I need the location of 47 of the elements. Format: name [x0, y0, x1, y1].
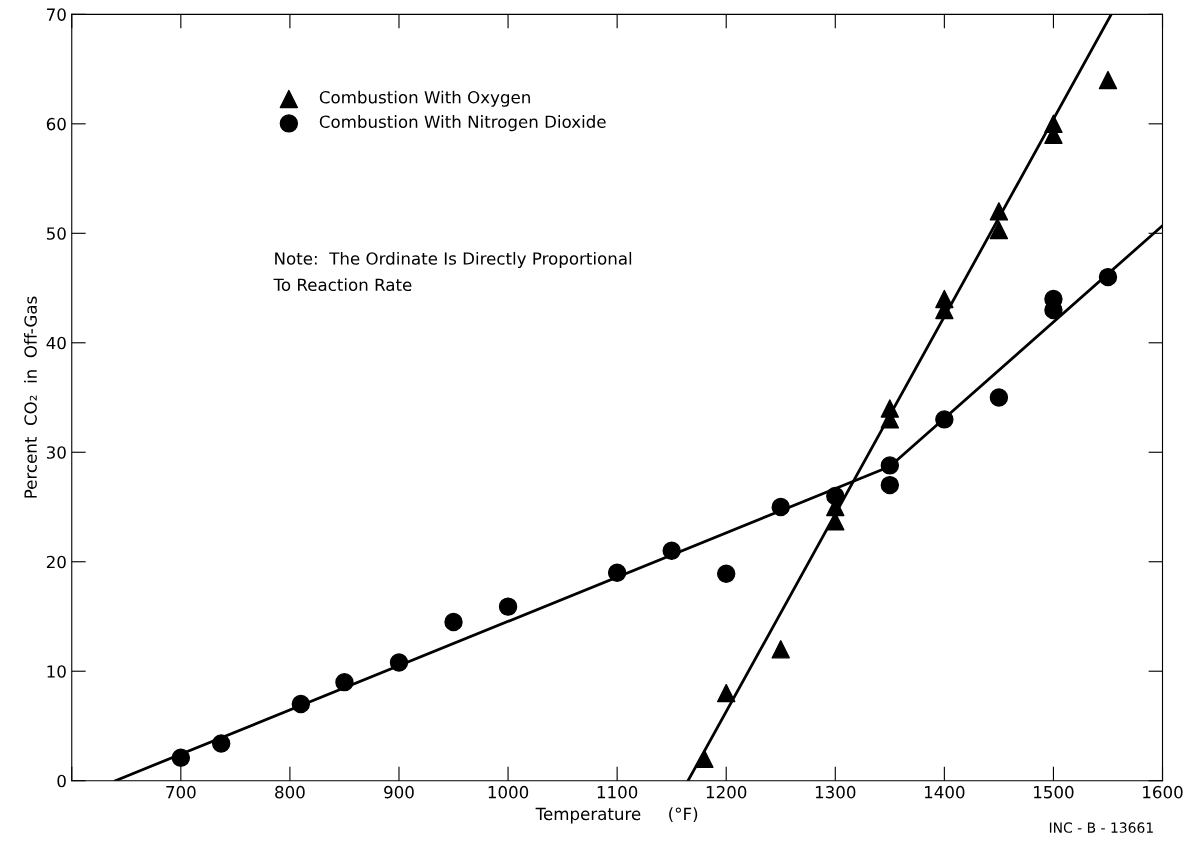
point	[662, 541, 681, 560]
y-tick-label: 60	[46, 117, 66, 131]
legend-label: Combustion With Nitrogen Dioxide	[319, 115, 606, 132]
point	[717, 683, 736, 703]
point	[498, 597, 518, 616]
point	[989, 388, 1009, 407]
x-tick-label: 1000	[488, 785, 529, 799]
y-tick-label: 10	[47, 665, 66, 678]
y-tick-label: 40	[46, 336, 66, 350]
y-tick-label: 50	[46, 227, 66, 240]
x-tick-label: 1300	[815, 785, 856, 799]
x-tick-label: 900	[384, 785, 414, 799]
point	[1098, 267, 1118, 287]
point	[880, 456, 900, 475]
x-tick-label: 1200	[706, 785, 747, 799]
y-tick-label: 30	[46, 446, 66, 459]
annotation: Note: The Ordinate Is Directly Proportional To Reaction Rate	[273, 251, 632, 292]
point	[826, 486, 845, 506]
point	[989, 220, 1009, 240]
point	[771, 497, 790, 517]
point	[389, 653, 409, 672]
x-tick-label: 1600	[1143, 785, 1183, 799]
x-tick-label: 1500	[1034, 785, 1074, 799]
point	[171, 748, 191, 767]
point	[717, 564, 736, 583]
point	[211, 734, 231, 753]
point	[335, 672, 354, 692]
y-tick-label: 70	[47, 8, 66, 21]
point	[771, 640, 790, 659]
y-tick-label: 0	[57, 774, 66, 788]
point	[695, 749, 714, 769]
x-tick-label: 700	[166, 785, 196, 799]
point	[935, 410, 954, 429]
x-tick-label: 800	[275, 785, 305, 799]
point	[989, 202, 1009, 221]
legend-label: Combustion With Oxygen	[319, 90, 530, 107]
y-tick-label: 20	[46, 555, 66, 569]
point	[607, 563, 627, 582]
x-tick-label: 1400	[924, 785, 965, 799]
x-tick-label: 1100	[597, 785, 638, 799]
x-axis-title: Temperature (°F)	[535, 807, 698, 824]
text: INC - B - 13661	[1049, 822, 1153, 833]
point	[880, 475, 900, 495]
y-axis-title: Percent CO₂ in Off-Gas	[24, 296, 37, 498]
point	[291, 694, 311, 714]
point	[1098, 70, 1118, 90]
point	[444, 612, 463, 632]
